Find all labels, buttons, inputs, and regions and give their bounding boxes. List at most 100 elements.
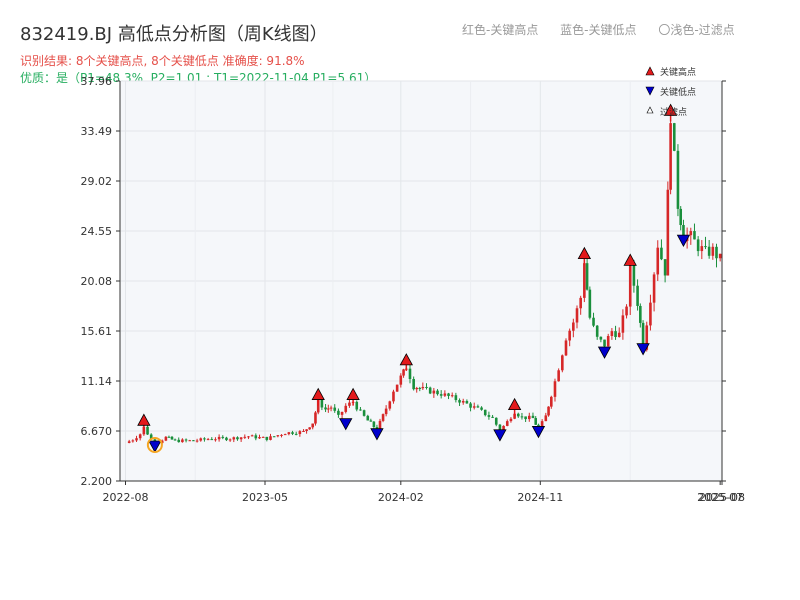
candle-body bbox=[480, 407, 483, 410]
candle-body bbox=[595, 325, 599, 337]
candle-body bbox=[188, 440, 192, 442]
candle-body bbox=[127, 441, 131, 443]
candle-body bbox=[672, 123, 676, 151]
high-marker bbox=[399, 353, 413, 366]
candle-body bbox=[192, 440, 195, 442]
candle-body bbox=[305, 429, 308, 431]
color-key-blue: 蓝色-关键低点 bbox=[560, 23, 637, 37]
candle-body bbox=[203, 438, 206, 440]
candle-body bbox=[206, 439, 210, 441]
high-marker bbox=[346, 387, 360, 400]
candle-body bbox=[513, 413, 516, 419]
candle-body bbox=[291, 432, 294, 434]
candle-body bbox=[494, 417, 498, 425]
color-key-light: 〇浅色-过滤点 bbox=[658, 23, 735, 37]
candle-body bbox=[676, 150, 680, 209]
legend-high-symbol bbox=[645, 66, 655, 76]
candle-body bbox=[531, 415, 535, 419]
candle-body bbox=[458, 400, 461, 403]
candle-body bbox=[415, 387, 419, 390]
candle-body bbox=[718, 253, 722, 259]
candle-body bbox=[395, 384, 399, 392]
candle-body bbox=[432, 390, 436, 394]
candle-body bbox=[146, 426, 149, 435]
candle-body bbox=[707, 246, 711, 256]
high-marker bbox=[623, 253, 637, 266]
candle-body bbox=[269, 436, 272, 440]
candle-body bbox=[700, 246, 704, 252]
candle-body bbox=[149, 434, 153, 440]
candle-body bbox=[579, 297, 582, 309]
candle-body bbox=[666, 189, 670, 276]
legend-low-label: 关键低点 bbox=[660, 86, 696, 98]
y-tick-label: 37.96 bbox=[81, 75, 113, 88]
candle-body bbox=[491, 416, 494, 418]
y-tick-label: 2.200 bbox=[81, 475, 113, 488]
candle-body bbox=[641, 322, 645, 350]
candle-body bbox=[254, 435, 258, 439]
candle-body bbox=[505, 421, 509, 426]
candle-body bbox=[628, 263, 632, 307]
candle-body bbox=[348, 402, 351, 406]
candle-body bbox=[425, 386, 428, 388]
candle-body bbox=[362, 410, 366, 416]
candle-body bbox=[614, 331, 617, 338]
candle-body bbox=[454, 395, 458, 401]
candle-body bbox=[392, 391, 395, 402]
legend-high-label: 关键高点 bbox=[660, 66, 696, 78]
candle-body bbox=[669, 123, 672, 190]
candle-body bbox=[164, 436, 168, 441]
candle-body bbox=[663, 259, 667, 276]
legend-low-symbol bbox=[645, 86, 655, 96]
candles bbox=[127, 120, 722, 446]
candle-body bbox=[436, 390, 439, 395]
x-tick-label: 2022-08 bbox=[103, 491, 149, 504]
candle-body bbox=[715, 246, 718, 259]
candle-body bbox=[583, 263, 586, 298]
candle-body bbox=[184, 439, 188, 441]
candle-body bbox=[369, 420, 373, 422]
candle-body bbox=[679, 208, 683, 226]
candle-body bbox=[476, 406, 480, 408]
x-tick-label: 2024-02 bbox=[378, 491, 424, 504]
candle-body bbox=[540, 421, 544, 429]
candle-body bbox=[236, 437, 239, 440]
candle-body bbox=[418, 387, 422, 389]
candle-body bbox=[599, 336, 603, 340]
candle-body bbox=[421, 386, 425, 389]
candle-body bbox=[617, 332, 621, 338]
candle-body bbox=[359, 409, 362, 411]
candle-body bbox=[333, 407, 337, 411]
candle-body bbox=[568, 330, 571, 341]
candle-body bbox=[524, 416, 527, 420]
candle-body bbox=[327, 408, 330, 410]
candle-body bbox=[621, 315, 625, 333]
low-marker bbox=[148, 440, 162, 453]
candle-body bbox=[408, 368, 412, 379]
candle-body bbox=[636, 285, 639, 306]
high-marker bbox=[507, 397, 522, 411]
candle-body bbox=[572, 322, 575, 331]
candle-body bbox=[469, 403, 472, 408]
candle-body bbox=[547, 406, 550, 416]
candle-body bbox=[247, 436, 250, 438]
candle-body bbox=[261, 436, 265, 438]
candle-body bbox=[399, 375, 403, 385]
candle-body bbox=[660, 247, 663, 260]
color-key-red: 红色-关键高点 bbox=[462, 23, 539, 37]
candle-body bbox=[138, 434, 142, 439]
candle-body bbox=[228, 439, 232, 441]
candle-body bbox=[465, 400, 469, 404]
low-marker bbox=[597, 346, 612, 359]
legend-filtered-label: 过滤点 bbox=[660, 106, 687, 118]
candle-body bbox=[645, 325, 649, 350]
y-tick-label: 33.49 bbox=[81, 125, 113, 138]
x-tick-label: 2025-07 bbox=[697, 491, 743, 504]
candle-body bbox=[711, 246, 715, 256]
candle-body bbox=[652, 274, 656, 303]
result-summary: 识别结果: 8个关键高点, 8个关键低点 准确度: 91.8% bbox=[20, 54, 305, 68]
candle-body bbox=[553, 381, 557, 397]
pivot-markers bbox=[137, 103, 691, 453]
